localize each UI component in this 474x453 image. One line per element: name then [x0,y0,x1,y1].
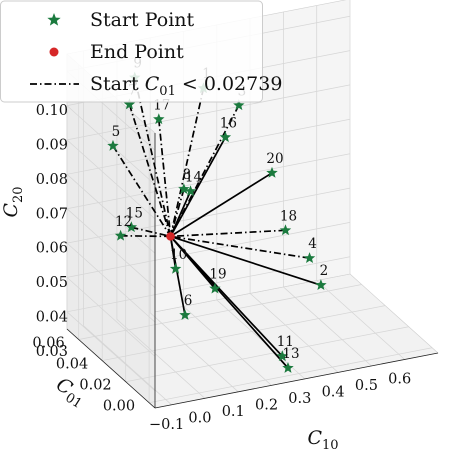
point-label-20: 20 [266,151,283,167]
x-tick-label: 0.0 [188,410,211,426]
trajectory-line-19 [169,235,216,290]
trajectory-line-7 [128,104,172,237]
trajectory-line-9 [133,77,172,237]
y-tick-label: 0.04 [56,357,88,373]
z-tick-label: 0.05 [36,275,68,291]
point-labels: 1234567891011121314151617181920 [112,56,329,362]
z-tick-label: 0.03 [36,344,68,360]
point-label-14: 14 [185,169,202,185]
start-point-14 [184,185,197,197]
x-axis-label: C10 [307,427,338,453]
trajectory-line-12 [120,234,171,238]
start-point-18 [279,224,292,236]
z-gridline [66,84,351,220]
trajectory-line-16 [169,136,227,237]
point-label-8: 8 [183,167,192,183]
legend-star-icon [47,13,61,26]
point-label-5: 5 [112,124,121,140]
z-tick-label: 0.04 [36,309,68,325]
trajectory-line-5 [112,145,172,237]
start-point-4 [303,252,316,264]
y-axis-line [66,328,156,409]
z-tick-label: 0.07 [36,206,68,222]
end-point [166,232,175,241]
trajectory-line-10 [169,236,177,269]
start-point-8 [178,183,190,194]
legend-box [0,0,263,103]
legend-label: End Point [90,41,184,63]
trajectory-line-18 [170,229,286,238]
x-axis-line [154,352,439,409]
start-point-10 [169,262,182,274]
start-point-6 [179,309,191,320]
trajectory-line-8 [169,188,185,237]
y-tick-label: 0.00 [103,399,135,415]
point-label-4: 4 [308,236,317,252]
legend-circle-icon [49,47,59,57]
trajectory-line-3 [169,104,240,237]
start-point-2 [315,279,327,291]
point-label-13: 13 [282,346,299,362]
z-gridline [66,187,351,323]
start-point-16 [219,131,232,143]
point-label-10: 10 [170,247,187,263]
z-tick-label: 0.09 [36,138,68,154]
point-label-2: 2 [320,263,329,279]
point-label-15: 15 [126,205,143,221]
x-tick-label: 0.1 [222,404,245,420]
start-point-20 [266,166,278,178]
legend-label: Start C01 < 0.02739 [90,73,282,99]
start-point-7 [123,98,136,110]
z-tick-label: 0.08 [36,172,68,188]
x-tick-label: 0.3 [288,391,311,407]
point-label-11: 11 [277,334,294,350]
trajectory-line-17 [157,119,172,237]
start-point-19 [209,282,221,294]
point-label-18: 18 [280,208,297,224]
z-tick-label: 0.06 [36,241,68,257]
axis-edges [66,133,439,409]
z-gridline [66,222,351,357]
trajectory-line-2 [170,235,322,286]
trajectory-line-1 [169,88,205,237]
start-point-11 [276,350,289,362]
x-tick-label: 0.2 [255,397,278,413]
legend: Start Point End Point Start C01 < 0.02739 [0,0,282,103]
point-label-6: 6 [184,293,193,309]
start-point-13 [282,362,294,373]
tick-labels: −0.1 0.0 0.1 0.2 0.3 0.4 0.5 0.60.000.020.040.0… [32,103,411,433]
start-point-17 [153,113,165,125]
trajectory-line-15 [131,226,171,238]
point-label-12: 12 [115,214,132,230]
z-gridline [66,118,351,254]
legend-label: Start Point [90,9,195,31]
start-point-12 [114,229,127,241]
x-tick-label: −0.1 [149,417,184,433]
x-tick-label: 0.4 [322,384,345,400]
point-label-19: 19 [209,267,226,283]
start-point-3 [233,99,245,111]
y-tick-label: 0.02 [79,378,111,394]
z-gridline [66,256,351,392]
trajectory-line-20 [170,172,273,238]
z-axis-label: C20 [0,186,26,217]
x-tick-label: 0.6 [388,371,411,387]
trajectory-line-4 [170,235,310,260]
start-point-5 [107,139,119,151]
z-tick-label: 0.10 [36,103,68,119]
y-tick-label: 0.06 [32,336,64,352]
trajectory-lines [112,77,322,369]
z-gridline [66,153,351,288]
start-point-15 [125,221,138,233]
x-tick-label: 0.5 [355,378,378,394]
point-label-16: 16 [220,115,237,131]
